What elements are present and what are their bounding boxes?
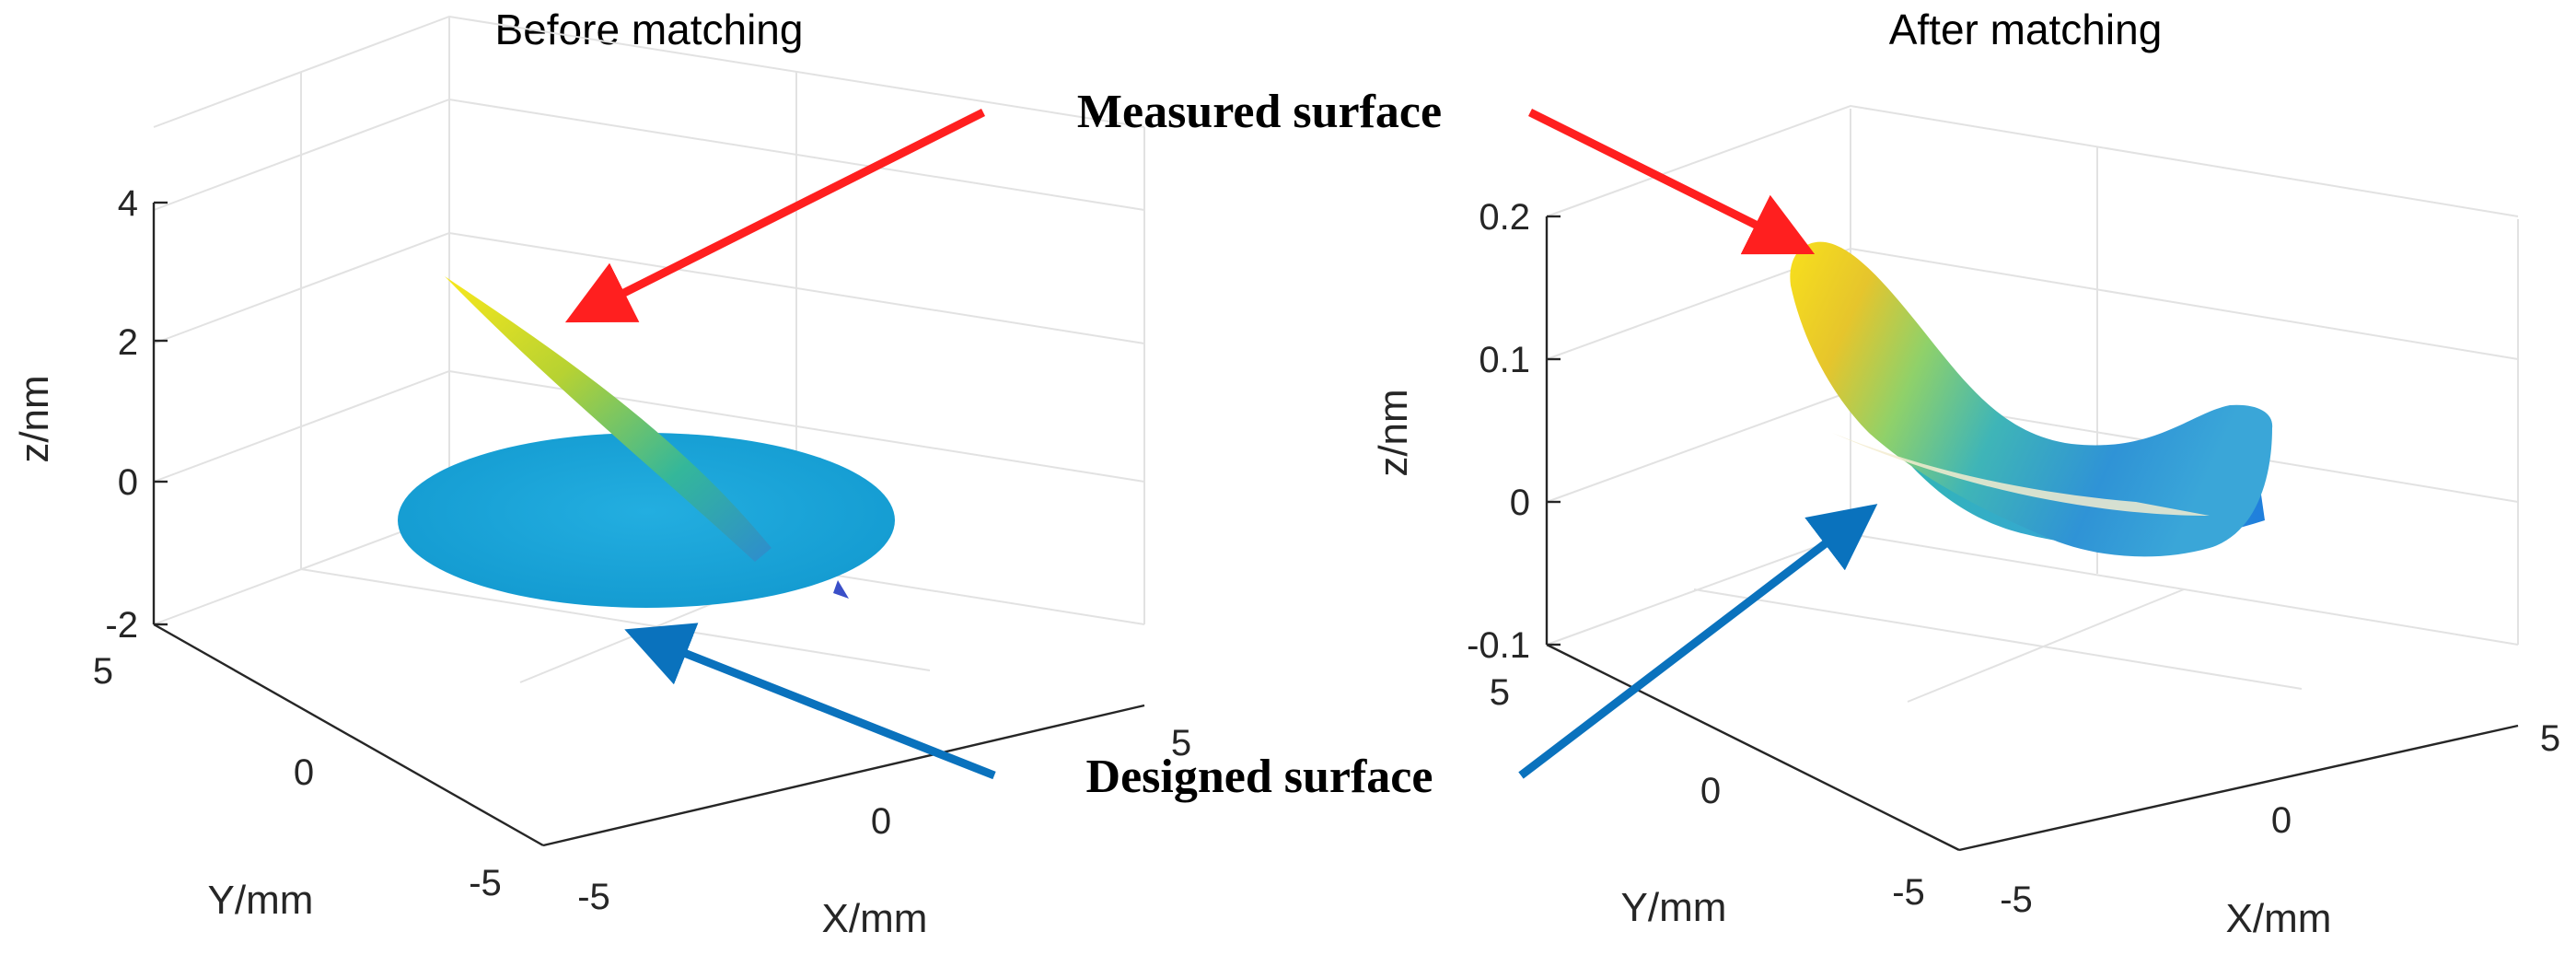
designed-arrow-left — [624, 623, 996, 780]
right-x-label: X/mm — [2226, 896, 2332, 941]
left-z-tick-0: 0 — [118, 462, 138, 503]
left-x-label: X/mm — [822, 896, 928, 941]
left-z-tick-neg2: -2 — [105, 605, 138, 646]
right-measured-surface — [1790, 241, 2273, 557]
left-z-label: z/nm — [12, 375, 57, 462]
left-y-tick-0: 0 — [294, 752, 314, 793]
left-y-tick-neg5: -5 — [469, 863, 502, 903]
left-z-tick-2: 2 — [118, 322, 138, 363]
left-y-tick-5: 5 — [93, 651, 113, 692]
left-plot: Before matching — [12, 6, 1191, 941]
left-x-tick-5: 5 — [1171, 723, 1191, 763]
right-z-tick-0.1: 0.1 — [1479, 340, 1530, 380]
right-z-tick-0.2: 0.2 — [1479, 197, 1530, 238]
right-plot: After matching 0.2 0. — [1371, 6, 2560, 941]
right-y-tick-0: 0 — [1700, 771, 1721, 811]
left-measured-surface — [445, 276, 772, 562]
right-z-tick-neg0.1: -0.1 — [1467, 625, 1530, 666]
left-x-tick-0: 0 — [871, 801, 891, 842]
right-x-tick-5: 5 — [2540, 718, 2560, 759]
left-x-tick-neg5: -5 — [577, 877, 610, 917]
right-z-label: z/nm — [1371, 389, 1416, 476]
measured-arrow-left — [564, 108, 986, 323]
left-plot-title: Before matching — [495, 6, 804, 53]
measured-surface-label: Measured surface — [1077, 86, 1442, 138]
designed-surface-label: Designed surface — [1086, 751, 1433, 803]
right-plot-title: After matching — [1889, 6, 2163, 53]
left-y-label: Y/mm — [208, 878, 314, 923]
left-measured-tip — [833, 580, 849, 599]
right-y-tick-5: 5 — [1490, 672, 1510, 713]
right-y-tick-neg5: -5 — [1892, 872, 1925, 913]
annotations: Measured surface Designed surface — [564, 86, 1878, 803]
left-z-tick-4: 4 — [118, 183, 138, 224]
right-z-tick-0: 0 — [1510, 483, 1530, 523]
right-y-label: Y/mm — [1621, 885, 1727, 930]
measured-arrow-right — [1527, 108, 1816, 255]
left-designed-surface — [398, 433, 895, 608]
right-x-tick-neg5: -5 — [2000, 879, 2033, 920]
right-x-tick-0: 0 — [2271, 800, 2292, 841]
right-axes — [1545, 215, 2519, 852]
left-axes — [152, 201, 1145, 847]
designed-arrow-right — [1518, 504, 1878, 779]
